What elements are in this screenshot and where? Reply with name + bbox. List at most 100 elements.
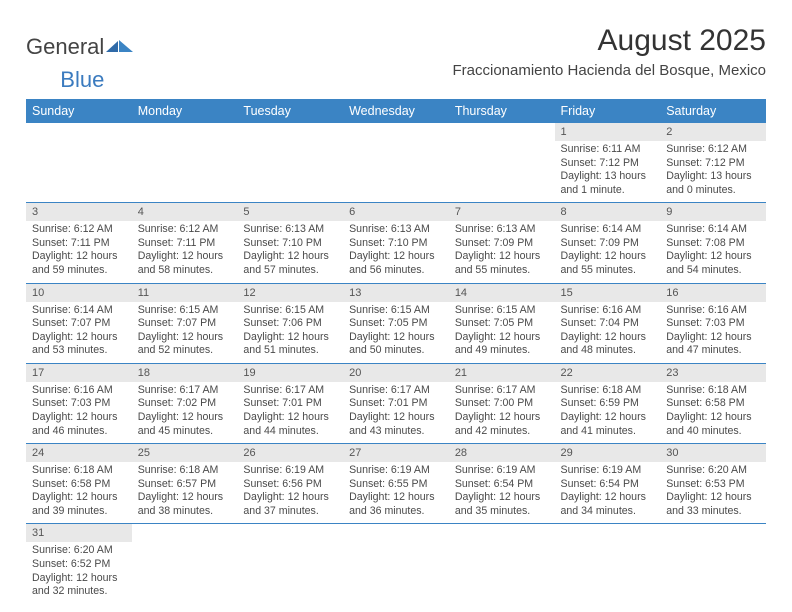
logo: General [26, 34, 134, 60]
day-details: Sunrise: 6:16 AMSunset: 7:03 PMDaylight:… [660, 302, 766, 363]
day-number: 14 [449, 284, 555, 302]
month-title: August 2025 [453, 24, 767, 58]
day-details: Sunrise: 6:20 AMSunset: 6:53 PMDaylight:… [660, 462, 766, 523]
title-block: August 2025 Fraccionamiento Hacienda del… [453, 24, 767, 79]
day-details: Sunrise: 6:20 AMSunset: 6:52 PMDaylight:… [26, 542, 132, 603]
day-number: 2 [660, 123, 766, 141]
calendar-cell: 25Sunrise: 6:18 AMSunset: 6:57 PMDayligh… [132, 444, 238, 524]
day-details: Sunrise: 6:14 AMSunset: 7:08 PMDaylight:… [660, 221, 766, 282]
calendar-row: 1Sunrise: 6:11 AMSunset: 7:12 PMDaylight… [26, 123, 766, 203]
day-number: 23 [660, 364, 766, 382]
day-details: Sunrise: 6:13 AMSunset: 7:10 PMDaylight:… [343, 221, 449, 282]
day-number: 9 [660, 203, 766, 221]
calendar-cell: 6Sunrise: 6:13 AMSunset: 7:10 PMDaylight… [343, 203, 449, 283]
day-number: 31 [26, 524, 132, 542]
logo-text-blue: Blue [60, 67, 104, 93]
day-number: 30 [660, 444, 766, 462]
day-number: 20 [343, 364, 449, 382]
weekday-header: Sunday [26, 99, 132, 123]
day-details: Sunrise: 6:12 AMSunset: 7:11 PMDaylight:… [132, 221, 238, 282]
day-number: 22 [555, 364, 661, 382]
calendar-cell: 4Sunrise: 6:12 AMSunset: 7:11 PMDaylight… [132, 203, 238, 283]
calendar-row: 10Sunrise: 6:14 AMSunset: 7:07 PMDayligh… [26, 283, 766, 363]
calendar-cell [237, 524, 343, 604]
calendar-cell: 12Sunrise: 6:15 AMSunset: 7:06 PMDayligh… [237, 283, 343, 363]
day-number: 7 [449, 203, 555, 221]
weekday-header: Friday [555, 99, 661, 123]
day-number: 10 [26, 284, 132, 302]
calendar-cell: 10Sunrise: 6:14 AMSunset: 7:07 PMDayligh… [26, 283, 132, 363]
calendar-cell: 20Sunrise: 6:17 AMSunset: 7:01 PMDayligh… [343, 363, 449, 443]
day-number: 6 [343, 203, 449, 221]
weekday-header: Tuesday [237, 99, 343, 123]
day-details: Sunrise: 6:12 AMSunset: 7:12 PMDaylight:… [660, 141, 766, 202]
day-details: Sunrise: 6:18 AMSunset: 6:58 PMDaylight:… [26, 462, 132, 523]
weekday-header: Monday [132, 99, 238, 123]
day-number: 18 [132, 364, 238, 382]
calendar-row: 24Sunrise: 6:18 AMSunset: 6:58 PMDayligh… [26, 444, 766, 524]
calendar-cell: 3Sunrise: 6:12 AMSunset: 7:11 PMDaylight… [26, 203, 132, 283]
calendar-cell [449, 123, 555, 203]
day-number: 3 [26, 203, 132, 221]
day-number: 21 [449, 364, 555, 382]
weekday-header: Wednesday [343, 99, 449, 123]
calendar-cell [449, 524, 555, 604]
day-number: 24 [26, 444, 132, 462]
calendar-cell [343, 123, 449, 203]
calendar-cell: 9Sunrise: 6:14 AMSunset: 7:08 PMDaylight… [660, 203, 766, 283]
day-number: 13 [343, 284, 449, 302]
weekday-header: Saturday [660, 99, 766, 123]
calendar-cell: 17Sunrise: 6:16 AMSunset: 7:03 PMDayligh… [26, 363, 132, 443]
day-details: Sunrise: 6:11 AMSunset: 7:12 PMDaylight:… [555, 141, 661, 202]
day-number: 28 [449, 444, 555, 462]
day-number: 1 [555, 123, 661, 141]
calendar-cell: 11Sunrise: 6:15 AMSunset: 7:07 PMDayligh… [132, 283, 238, 363]
calendar-cell: 23Sunrise: 6:18 AMSunset: 6:58 PMDayligh… [660, 363, 766, 443]
day-details: Sunrise: 6:13 AMSunset: 7:09 PMDaylight:… [449, 221, 555, 282]
day-details: Sunrise: 6:14 AMSunset: 7:07 PMDaylight:… [26, 302, 132, 363]
calendar-cell [555, 524, 661, 604]
day-number: 15 [555, 284, 661, 302]
day-number: 27 [343, 444, 449, 462]
weekday-header-row: Sunday Monday Tuesday Wednesday Thursday… [26, 99, 766, 123]
day-details: Sunrise: 6:19 AMSunset: 6:54 PMDaylight:… [449, 462, 555, 523]
day-number: 4 [132, 203, 238, 221]
calendar-row: 3Sunrise: 6:12 AMSunset: 7:11 PMDaylight… [26, 203, 766, 283]
calendar-cell: 2Sunrise: 6:12 AMSunset: 7:12 PMDaylight… [660, 123, 766, 203]
day-details: Sunrise: 6:17 AMSunset: 7:01 PMDaylight:… [237, 382, 343, 443]
day-number: 25 [132, 444, 238, 462]
calendar-cell [26, 123, 132, 203]
calendar-cell [132, 524, 238, 604]
calendar-cell: 1Sunrise: 6:11 AMSunset: 7:12 PMDaylight… [555, 123, 661, 203]
calendar-cell: 8Sunrise: 6:14 AMSunset: 7:09 PMDaylight… [555, 203, 661, 283]
day-details: Sunrise: 6:19 AMSunset: 6:54 PMDaylight:… [555, 462, 661, 523]
day-number: 16 [660, 284, 766, 302]
calendar-cell [343, 524, 449, 604]
day-number: 26 [237, 444, 343, 462]
calendar-cell: 19Sunrise: 6:17 AMSunset: 7:01 PMDayligh… [237, 363, 343, 443]
logo-flag-icon [106, 34, 134, 60]
calendar-cell: 14Sunrise: 6:15 AMSunset: 7:05 PMDayligh… [449, 283, 555, 363]
day-details: Sunrise: 6:17 AMSunset: 7:00 PMDaylight:… [449, 382, 555, 443]
day-details: Sunrise: 6:14 AMSunset: 7:09 PMDaylight:… [555, 221, 661, 282]
calendar-cell: 27Sunrise: 6:19 AMSunset: 6:55 PMDayligh… [343, 444, 449, 524]
weekday-header: Thursday [449, 99, 555, 123]
day-number: 17 [26, 364, 132, 382]
calendar-row: 17Sunrise: 6:16 AMSunset: 7:03 PMDayligh… [26, 363, 766, 443]
calendar-cell: 31Sunrise: 6:20 AMSunset: 6:52 PMDayligh… [26, 524, 132, 604]
calendar-cell: 16Sunrise: 6:16 AMSunset: 7:03 PMDayligh… [660, 283, 766, 363]
calendar-cell: 29Sunrise: 6:19 AMSunset: 6:54 PMDayligh… [555, 444, 661, 524]
calendar-row: 31Sunrise: 6:20 AMSunset: 6:52 PMDayligh… [26, 524, 766, 604]
day-details: Sunrise: 6:13 AMSunset: 7:10 PMDaylight:… [237, 221, 343, 282]
calendar-cell: 26Sunrise: 6:19 AMSunset: 6:56 PMDayligh… [237, 444, 343, 524]
calendar-cell: 5Sunrise: 6:13 AMSunset: 7:10 PMDaylight… [237, 203, 343, 283]
calendar-cell: 15Sunrise: 6:16 AMSunset: 7:04 PMDayligh… [555, 283, 661, 363]
day-number: 19 [237, 364, 343, 382]
calendar-table: Sunday Monday Tuesday Wednesday Thursday… [26, 99, 766, 604]
calendar-cell: 21Sunrise: 6:17 AMSunset: 7:00 PMDayligh… [449, 363, 555, 443]
day-details: Sunrise: 6:17 AMSunset: 7:01 PMDaylight:… [343, 382, 449, 443]
calendar-cell: 24Sunrise: 6:18 AMSunset: 6:58 PMDayligh… [26, 444, 132, 524]
day-details: Sunrise: 6:15 AMSunset: 7:06 PMDaylight:… [237, 302, 343, 363]
calendar-cell [660, 524, 766, 604]
day-number: 12 [237, 284, 343, 302]
